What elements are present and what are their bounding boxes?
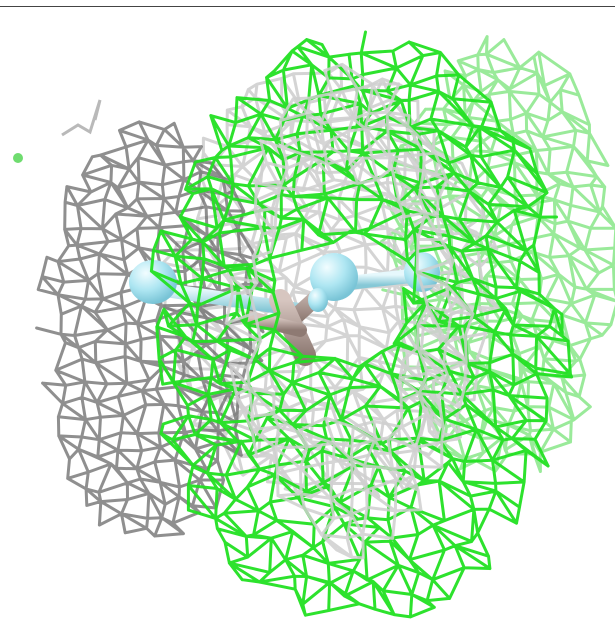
viewer-top-border — [0, 0, 615, 7]
stray-mesh-dot — [13, 153, 23, 163]
mesh-strand — [224, 63, 475, 560]
ligand-atom — [310, 253, 358, 301]
grey-mesh-front — [224, 63, 475, 560]
stray-mesh-fragment — [61, 99, 102, 137]
ligand-atom — [129, 260, 177, 304]
